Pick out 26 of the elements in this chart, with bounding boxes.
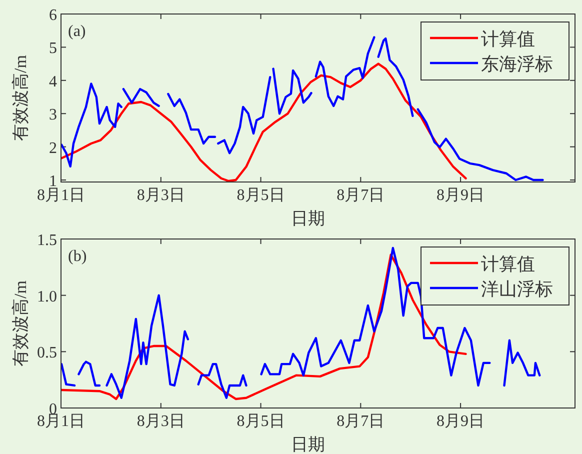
legend-label: 东海浮标 [481,54,553,74]
x-tick-label: 8月3日 [136,187,185,204]
annotation: (b) [68,248,87,265]
y-tick-label: 1.0 [37,288,57,306]
x-tick-label: 8月7日 [336,187,385,204]
x-tick-label: 8月3日 [136,413,185,430]
annotation: (a) [68,23,86,40]
legend-label: 计算值 [481,254,535,274]
x-tick-label: 8月5日 [236,187,285,204]
legend-label: 计算值 [481,29,535,49]
y-tick-label: 3 [49,106,57,124]
x-tick-label: 8月9日 [436,413,485,430]
y-tick-label: 4 [49,73,57,90]
y-axis-title: 有效波高/m [11,55,30,141]
y-tick-label: 1.5 [37,232,57,249]
x-axis-title: 日期 [291,209,325,228]
y-tick-label: 5 [49,40,57,58]
x-axis-title: 日期 [291,435,325,454]
x-tick-label: 8月9日 [436,187,485,204]
x-tick-label: 8月7日 [336,413,385,430]
x-tick-label: 8月5日 [236,413,285,430]
y-tick-label: 6 [49,7,57,24]
legend-label: 洋山浮标 [481,279,553,299]
y-tick-label: 0.5 [37,344,57,362]
y-tick-label: 2 [49,140,57,157]
y-axis-title: 有效波高/m [11,280,30,366]
